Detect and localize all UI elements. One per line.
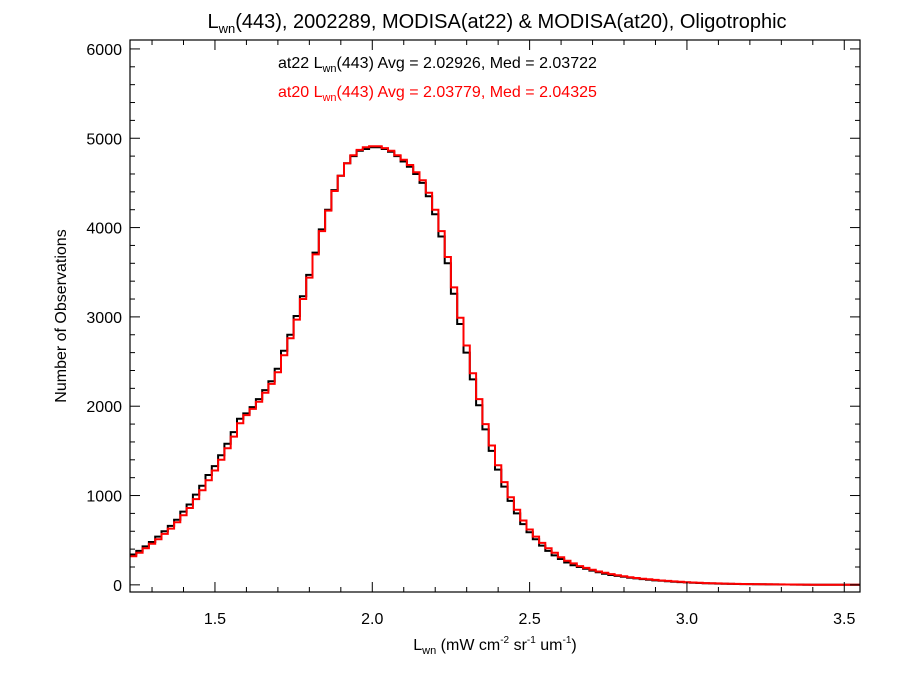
y-tick-label: 3000 <box>86 310 122 327</box>
series-line-at20 <box>130 145 860 586</box>
y-tick-label: 1000 <box>86 489 122 506</box>
x-axis-label: Lwn (mW cm-2 sr-1 um-1) <box>413 635 576 657</box>
x-tick-label: 3.0 <box>676 611 698 628</box>
series-layer <box>130 145 860 586</box>
y-tick-label: 0 <box>113 578 122 595</box>
x-tick-label: 3.5 <box>833 611 855 628</box>
y-tick-label: 2000 <box>86 399 122 416</box>
y-tick-label: 5000 <box>86 131 122 148</box>
ticks-layer: 1.5 2.0 2.5 3.0 3.5 0 1000 2000 3000 4000 5000 6000 <box>86 40 860 628</box>
series-line-at22 <box>130 146 860 586</box>
y-axis-label: Number of Observations <box>53 229 70 402</box>
legend-stats-at22: at22 Lwn(443) Avg = 2.02926, Med = 2.037… <box>278 55 597 75</box>
x-tick-label: 1.5 <box>204 611 226 628</box>
x-tick-label: 2.5 <box>518 611 540 628</box>
y-tick-label: 6000 <box>86 42 122 59</box>
chart-title: Lwn(443), 2002289, MODISA(at22) & MODISA… <box>207 11 786 36</box>
x-tick-label: 2.0 <box>361 611 383 628</box>
y-tick-label: 4000 <box>86 221 122 238</box>
plot-frame <box>129 39 861 593</box>
legend-stats-at20: at20 Lwn(443) Avg = 2.03779, Med = 2.043… <box>278 84 597 104</box>
